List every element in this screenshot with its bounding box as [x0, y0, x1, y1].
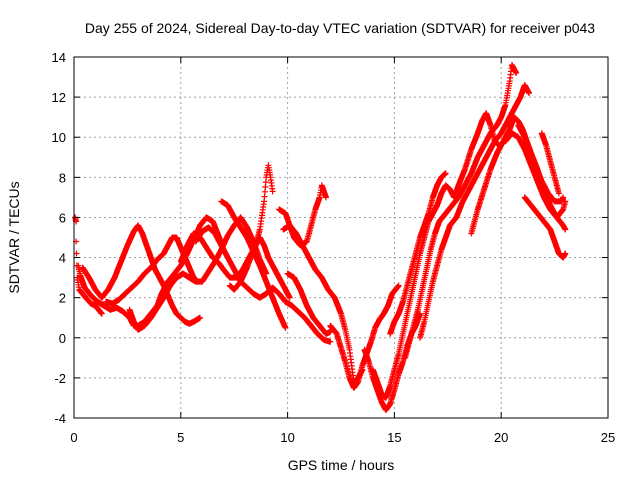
series-track: [284, 270, 334, 337]
series-track: [387, 170, 449, 337]
plus-markers: [226, 234, 293, 301]
plus-markers: [79, 222, 203, 327]
series-track: [103, 234, 201, 307]
x-axis-label: GPS time / hours: [288, 457, 395, 473]
plot-area: [72, 62, 569, 413]
grid: [74, 57, 608, 418]
series-track: [417, 82, 532, 341]
plus-markers: [327, 282, 402, 391]
plot-frame: [73, 56, 609, 419]
y-tick-label: 4: [59, 251, 66, 266]
y-tick-label: 12: [52, 90, 66, 105]
series-track: [521, 194, 569, 261]
plus-markers: [284, 270, 334, 337]
y-tick-label: -2: [54, 371, 66, 386]
series-track: [218, 198, 289, 331]
series-track: [515, 122, 569, 233]
plus-markers: [538, 130, 562, 197]
x-tick-label: 10: [280, 430, 294, 445]
y-tick-label: 10: [52, 130, 66, 145]
y-tick-label: 8: [59, 170, 66, 185]
plus-markers: [521, 194, 569, 261]
plus-markers: [276, 182, 329, 249]
plus-markers: [103, 234, 201, 307]
x-tick-label: 5: [177, 430, 184, 445]
y-tick-label: -4: [54, 411, 66, 426]
x-tick-label: 0: [70, 430, 77, 445]
y-tick-label: 2: [59, 291, 66, 306]
y-tick-label: 6: [59, 210, 66, 225]
plus-markers: [387, 170, 449, 337]
plus-markers: [402, 62, 520, 361]
series-track: [327, 282, 402, 391]
x-tick-label: 25: [601, 430, 615, 445]
series-track: [79, 222, 203, 327]
y-axis-label: SDTVAR / TECUs: [6, 181, 22, 293]
axes: 0 5 10 15 20 25 -4 -2 0 2 4 6 8 10 12 14: [52, 50, 616, 445]
x-tick-label: 20: [494, 430, 508, 445]
plus-markers: [515, 122, 569, 233]
plus-markers: [417, 82, 532, 341]
series-track: [226, 234, 293, 301]
series-track: [276, 182, 329, 249]
x-tick-label: 15: [387, 430, 401, 445]
series-track: [538, 130, 562, 197]
plus-markers: [218, 198, 289, 331]
y-tick-label: 14: [52, 50, 66, 65]
y-tick-label: 0: [59, 331, 66, 346]
chart-title: Day 255 of 2024, Sidereal Day-to-day VTE…: [85, 20, 595, 36]
series-track: [402, 62, 520, 361]
